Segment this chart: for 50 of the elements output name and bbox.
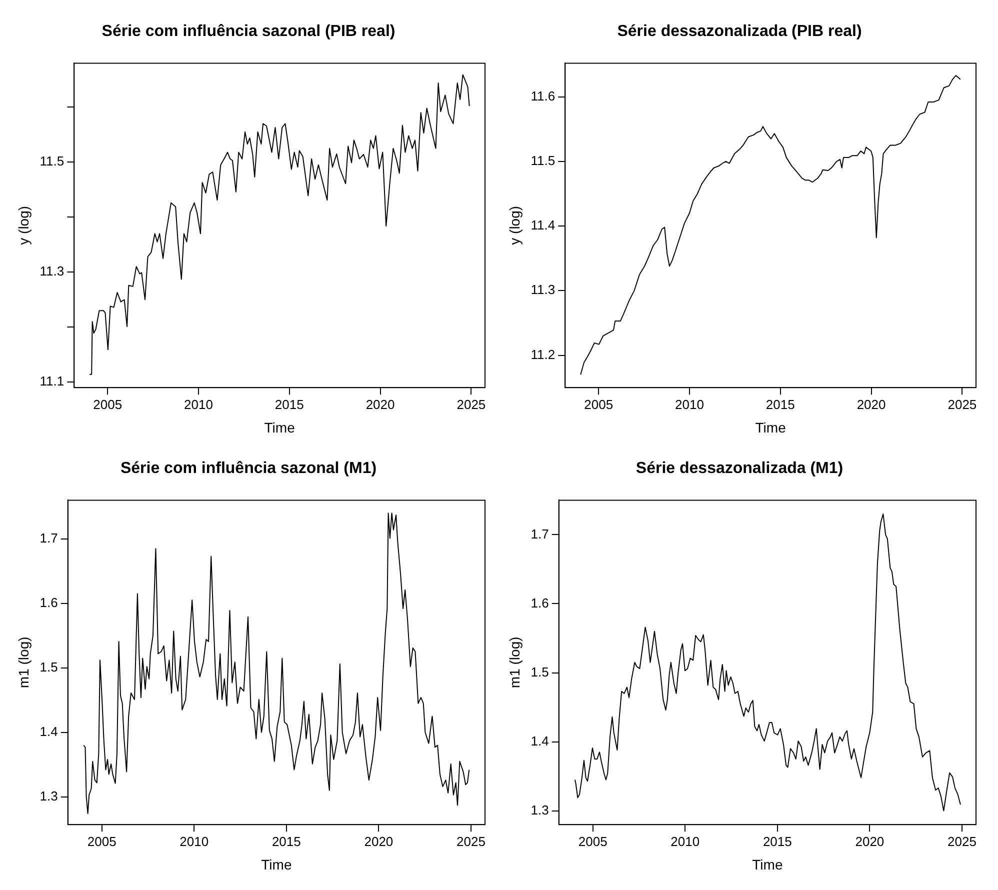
y-tick-label: 11.5: [530, 153, 556, 168]
x-tick-label: 2020: [366, 396, 395, 412]
chart-title: Série com influência sazonal (M1): [120, 460, 377, 478]
x-axis-title: Time: [261, 856, 292, 872]
x-tick-label: 2010: [180, 834, 209, 849]
x-tick-label: 2015: [766, 396, 795, 412]
y-tick-label: 11.1: [40, 374, 64, 389]
y-axis-title: m1 (log): [15, 636, 32, 688]
x-tick-label: 2005: [87, 834, 116, 849]
chart-title: Série com influência sazonal (PIB real): [102, 23, 396, 40]
x-tick-label: 2025: [948, 834, 976, 849]
y-tick-label: 11.5: [40, 154, 64, 169]
y-axis-title: m1 (log): [506, 636, 522, 688]
chart-title: Série dessazonalizada (M1): [636, 460, 844, 478]
x-tick-label: 2010: [675, 396, 704, 412]
x-axis-title: Time: [264, 419, 296, 436]
x-tick-label: 2025: [456, 834, 486, 849]
x-tick-label: 2015: [274, 396, 304, 412]
x-tick-label: 2010: [184, 396, 213, 412]
x-tick-label: 2005: [93, 396, 122, 412]
y-tick-label: 1.5: [530, 664, 549, 680]
x-tick-label: 2005: [578, 834, 608, 849]
y-tick-label: 1.7: [40, 530, 58, 546]
y-tick-label: 1.6: [40, 594, 58, 610]
x-tick-label: 2020: [856, 396, 886, 412]
y-axis-title: y (log): [15, 206, 32, 245]
x-tick-label: 2020: [364, 834, 394, 849]
y-tick-label: 11.6: [530, 88, 556, 104]
chart-title: Série dessazonalizada (PIB real): [617, 23, 862, 40]
x-tick-label: 2015: [272, 834, 301, 849]
x-tick-label: 2020: [855, 834, 884, 849]
y-tick-label: 1.3: [40, 788, 58, 804]
x-axis-title: Time: [752, 856, 783, 872]
y-tick-label: 11.4: [530, 218, 556, 233]
y-tick-label: 11.3: [530, 282, 556, 298]
x-tick-label: 2005: [584, 396, 614, 412]
y-tick-label: 1.4: [530, 733, 549, 748]
y-axis-title: y (log): [506, 206, 522, 245]
x-tick-label: 2025: [948, 396, 977, 412]
y-tick-label: 1.4: [40, 724, 58, 739]
y-tick-label: 1.3: [530, 802, 549, 818]
y-tick-label: 11.2: [530, 346, 556, 362]
y-tick-label: 1.7: [530, 526, 549, 542]
x-tick-label: 2015: [762, 834, 792, 849]
y-tick-label: 1.6: [530, 595, 549, 610]
y-tick-label: 1.5: [40, 659, 58, 674]
y-tick-label: 11.3: [40, 264, 64, 279]
x-axis-title: Time: [755, 419, 786, 436]
x-tick-label: 2025: [456, 396, 486, 412]
x-tick-label: 2010: [670, 834, 700, 849]
